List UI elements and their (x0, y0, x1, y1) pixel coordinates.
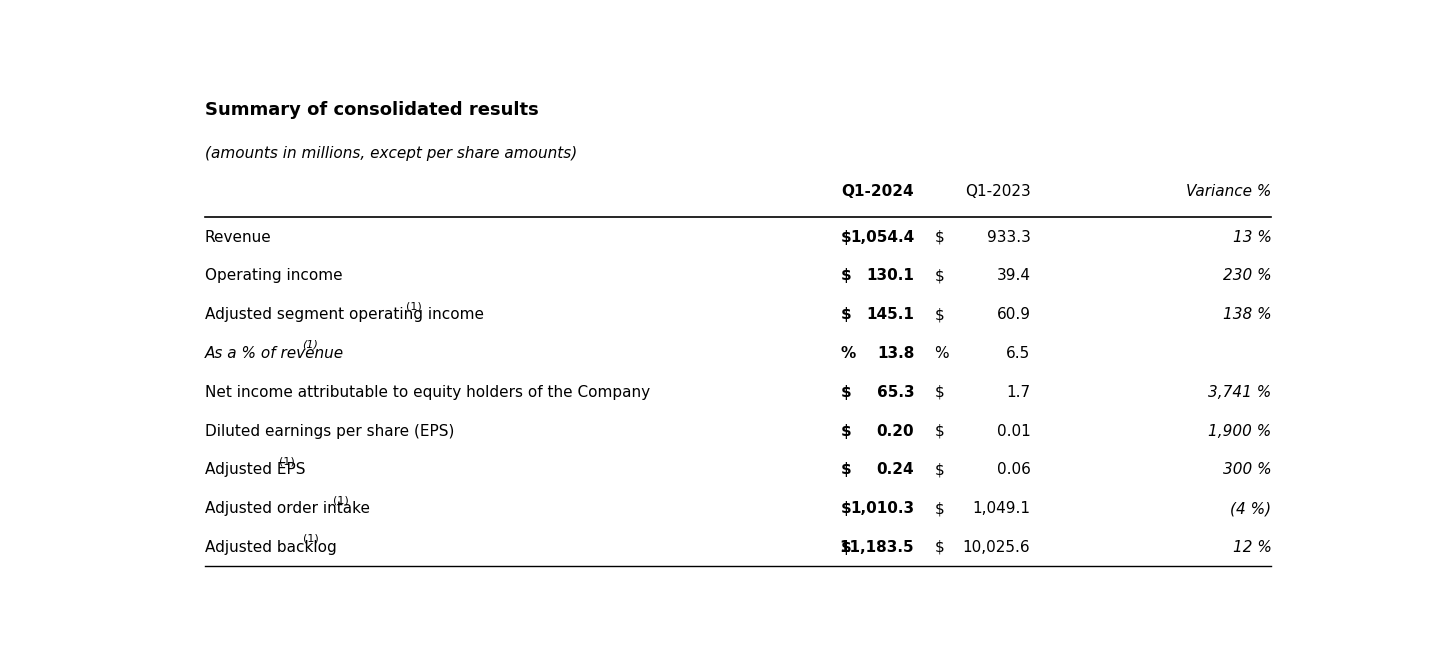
Text: $: $ (935, 230, 945, 245)
Text: 1.7: 1.7 (1007, 385, 1031, 400)
Text: 6.5: 6.5 (1007, 346, 1031, 361)
Text: Adjusted EPS: Adjusted EPS (204, 462, 305, 477)
Text: 39.4: 39.4 (996, 268, 1031, 283)
Text: $: $ (935, 424, 945, 438)
Text: 1,900 %: 1,900 % (1208, 424, 1272, 438)
Text: Net income attributable to equity holders of the Company: Net income attributable to equity holder… (204, 385, 649, 400)
Text: Diluted earnings per share (EPS): Diluted earnings per share (EPS) (204, 424, 454, 438)
Text: $: $ (935, 462, 945, 477)
Text: $: $ (841, 540, 851, 555)
Text: $: $ (841, 385, 851, 400)
Text: $: $ (935, 501, 945, 516)
Text: $: $ (935, 268, 945, 283)
Text: Revenue: Revenue (204, 230, 271, 245)
Text: $: $ (935, 307, 945, 322)
Text: 60.9: 60.9 (996, 307, 1031, 322)
Text: 230 %: 230 % (1223, 268, 1272, 283)
Text: $: $ (841, 424, 851, 438)
Text: (1): (1) (334, 495, 348, 505)
Text: (4 %): (4 %) (1230, 501, 1272, 516)
Text: Variance %: Variance % (1187, 184, 1272, 199)
Text: (amounts in millions, except per share amounts): (amounts in millions, except per share a… (204, 146, 577, 162)
Text: (1): (1) (302, 340, 318, 350)
Text: Adjusted order intake: Adjusted order intake (204, 501, 370, 516)
Text: (1): (1) (279, 456, 294, 466)
Text: $: $ (935, 385, 945, 400)
Text: 1,010.3: 1,010.3 (850, 501, 914, 516)
Text: 0.24: 0.24 (877, 462, 914, 477)
Text: 0.20: 0.20 (877, 424, 914, 438)
Text: 130.1: 130.1 (867, 268, 914, 283)
Text: 1,049.1: 1,049.1 (972, 501, 1031, 516)
Text: 300 %: 300 % (1223, 462, 1272, 477)
Text: 138 %: 138 % (1223, 307, 1272, 322)
Text: %: % (935, 346, 949, 361)
Text: Operating income: Operating income (204, 268, 343, 283)
Text: As a % of revenue: As a % of revenue (204, 346, 344, 361)
Text: $: $ (841, 230, 851, 245)
Text: $: $ (841, 307, 851, 322)
Text: %: % (841, 346, 855, 361)
Text: 65.3: 65.3 (877, 385, 914, 400)
Text: 10,025.6: 10,025.6 (963, 540, 1031, 555)
Text: 13 %: 13 % (1233, 230, 1272, 245)
Text: $: $ (841, 501, 851, 516)
Text: 145.1: 145.1 (867, 307, 914, 322)
Text: Adjusted backlog: Adjusted backlog (204, 540, 337, 555)
Text: 1,054.4: 1,054.4 (850, 230, 914, 245)
Text: $: $ (935, 540, 945, 555)
Text: 13.8: 13.8 (877, 346, 914, 361)
Text: 11,183.5: 11,183.5 (840, 540, 914, 555)
Text: Q1-2024: Q1-2024 (842, 184, 914, 199)
Text: 933.3: 933.3 (986, 230, 1031, 245)
Text: (1): (1) (302, 534, 318, 544)
Text: Summary of consolidated results: Summary of consolidated results (204, 101, 539, 119)
Text: $: $ (841, 268, 851, 283)
Text: $: $ (841, 462, 851, 477)
Text: 0.01: 0.01 (996, 424, 1031, 438)
Text: 0.06: 0.06 (996, 462, 1031, 477)
Text: Adjusted segment operating income: Adjusted segment operating income (204, 307, 484, 322)
Text: (1): (1) (406, 301, 422, 311)
Text: 3,741 %: 3,741 % (1208, 385, 1272, 400)
Text: 12 %: 12 % (1233, 540, 1272, 555)
Text: Q1-2023: Q1-2023 (965, 184, 1031, 199)
